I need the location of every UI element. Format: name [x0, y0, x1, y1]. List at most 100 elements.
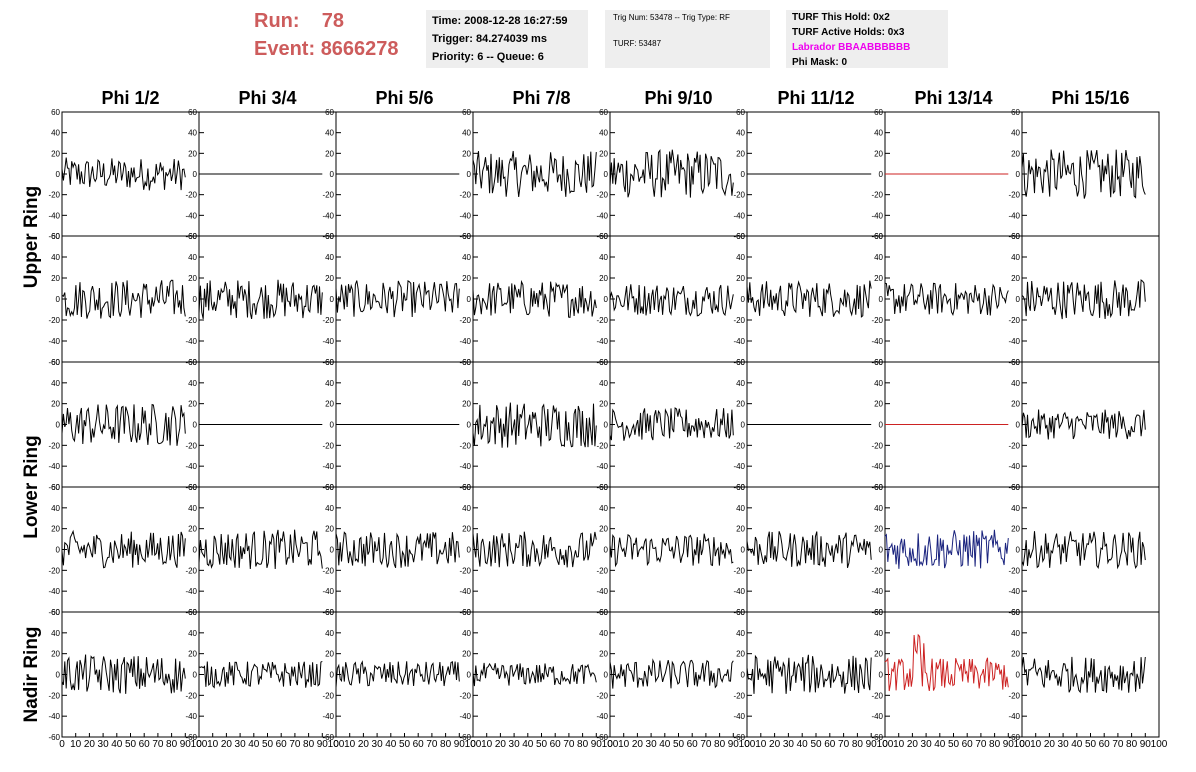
- x-tick-label: 30: [509, 739, 521, 750]
- trace-r5-c5: [609, 658, 734, 689]
- trace-r1-c5: [609, 148, 734, 198]
- y-tick-label: 20: [325, 149, 334, 158]
- y-tick-label: -20: [596, 691, 608, 700]
- trace-r5-c4: [472, 662, 597, 687]
- y-tick-label: 0: [604, 671, 609, 680]
- x-tick-label: 60: [1099, 739, 1111, 750]
- x-tick-label: 40: [797, 739, 809, 750]
- y-tick-label: -40: [871, 337, 883, 346]
- event-header: Run: 78 Event: 8666278 Time: 2008-12-28 …: [0, 0, 1196, 80]
- y-tick-label: -40: [596, 587, 608, 596]
- y-tick-label: 20: [874, 149, 883, 158]
- trig-num-text: Trig Num: 53478 -- Trig Type: RF: [613, 13, 730, 22]
- y-tick-label: 40: [325, 253, 334, 262]
- y-tick-label: 0: [467, 421, 472, 430]
- y-tick-label: 40: [874, 129, 883, 138]
- y-tick-label: 40: [325, 379, 334, 388]
- turf-info-box: TURF This Hold: 0x2 TURF Active Holds: 0…: [786, 10, 948, 68]
- x-tick-label: 20: [495, 739, 507, 750]
- y-tick-label: -20: [48, 316, 60, 325]
- ring-label-upper-ring: Upper Ring: [21, 186, 42, 288]
- y-tick-label: 0: [1016, 421, 1021, 430]
- y-tick-label: -40: [871, 712, 883, 721]
- y-tick-label: 20: [462, 650, 471, 659]
- x-tick-label: 0: [470, 739, 476, 750]
- y-tick-label: 0: [193, 546, 198, 555]
- y-tick-label: -20: [596, 441, 608, 450]
- y-tick-label: 40: [325, 129, 334, 138]
- y-tick-label: 0: [467, 546, 472, 555]
- y-tick-label: 20: [874, 650, 883, 659]
- y-tick-label: 40: [874, 379, 883, 388]
- y-tick-label: 0: [879, 170, 884, 179]
- y-tick-label: -20: [459, 566, 471, 575]
- y-tick-label: 0: [1016, 546, 1021, 555]
- y-tick-label: 20: [188, 650, 197, 659]
- y-tick-label: -60: [48, 733, 60, 742]
- y-tick-label: -20: [733, 316, 745, 325]
- trace-r4-c7: [884, 529, 1009, 569]
- y-tick-label: 60: [325, 108, 334, 117]
- y-tick-label: 20: [51, 400, 60, 409]
- y-tick-label: 0: [467, 295, 472, 304]
- x-tick-label: 40: [522, 739, 534, 750]
- y-tick-label: 60: [51, 483, 60, 492]
- panel-frame: [1021, 361, 1160, 488]
- y-tick-label: 40: [736, 379, 745, 388]
- x-tick-label: 30: [921, 739, 933, 750]
- y-tick-label: -20: [733, 566, 745, 575]
- x-tick-label: 10: [70, 739, 82, 750]
- column-header-4: Phi 7/8: [512, 88, 570, 108]
- y-tick-label: 20: [325, 274, 334, 283]
- y-tick-label: -60: [596, 733, 608, 742]
- y-tick-label: 60: [874, 232, 883, 241]
- y-tick-label: -40: [48, 712, 60, 721]
- x-tick-label: 30: [783, 739, 795, 750]
- run-label: Run:: [254, 10, 300, 32]
- y-tick-label: -40: [459, 462, 471, 471]
- y-tick-label: 0: [741, 170, 746, 179]
- x-tick-label: 40: [1071, 739, 1083, 750]
- y-tick-label: 0: [741, 546, 746, 555]
- x-tick-label: 20: [221, 739, 233, 750]
- y-tick-label: 20: [188, 400, 197, 409]
- y-tick-label: 0: [604, 170, 609, 179]
- y-tick-label: -40: [733, 712, 745, 721]
- y-tick-label: 20: [188, 274, 197, 283]
- x-tick-label: 0: [196, 739, 202, 750]
- x-tick-label: 90: [1140, 739, 1152, 750]
- y-tick-label: 0: [330, 546, 335, 555]
- y-tick-label: 0: [741, 295, 746, 304]
- y-tick-label: -40: [733, 462, 745, 471]
- y-tick-label: 40: [599, 129, 608, 138]
- y-tick-label: -20: [48, 441, 60, 450]
- column-header-8: Phi 15/16: [1051, 88, 1129, 108]
- panel-frame: [335, 235, 474, 363]
- x-tick-label: 30: [235, 739, 247, 750]
- panel-frame: [61, 361, 200, 488]
- x-tick-label: 0: [744, 739, 750, 750]
- y-tick-label: 0: [330, 421, 335, 430]
- y-tick-label: -20: [459, 191, 471, 200]
- event-info: Event: 8666278: [254, 38, 399, 61]
- column-header-3: Phi 5/6: [375, 88, 433, 108]
- x-tick-label: 80: [852, 739, 864, 750]
- panel-frame: [609, 361, 748, 488]
- y-tick-label: -20: [1008, 191, 1020, 200]
- y-tick-label: -20: [322, 316, 334, 325]
- x-tick-label: 20: [907, 739, 919, 750]
- y-tick-label: -40: [185, 462, 197, 471]
- trace-r3-c8: [1021, 409, 1146, 440]
- y-tick-label: 60: [188, 608, 197, 617]
- y-tick-label: 60: [736, 483, 745, 492]
- y-tick-label: 60: [51, 358, 60, 367]
- x-tick-label: 80: [577, 739, 589, 750]
- x-tick-label: 20: [1044, 739, 1056, 750]
- y-tick-label: 0: [56, 546, 61, 555]
- y-tick-label: -20: [871, 566, 883, 575]
- y-tick-label: -20: [185, 191, 197, 200]
- y-tick-label: 60: [462, 108, 471, 117]
- y-tick-label: 40: [51, 504, 60, 513]
- y-tick-label: 40: [51, 379, 60, 388]
- y-tick-label: 60: [462, 483, 471, 492]
